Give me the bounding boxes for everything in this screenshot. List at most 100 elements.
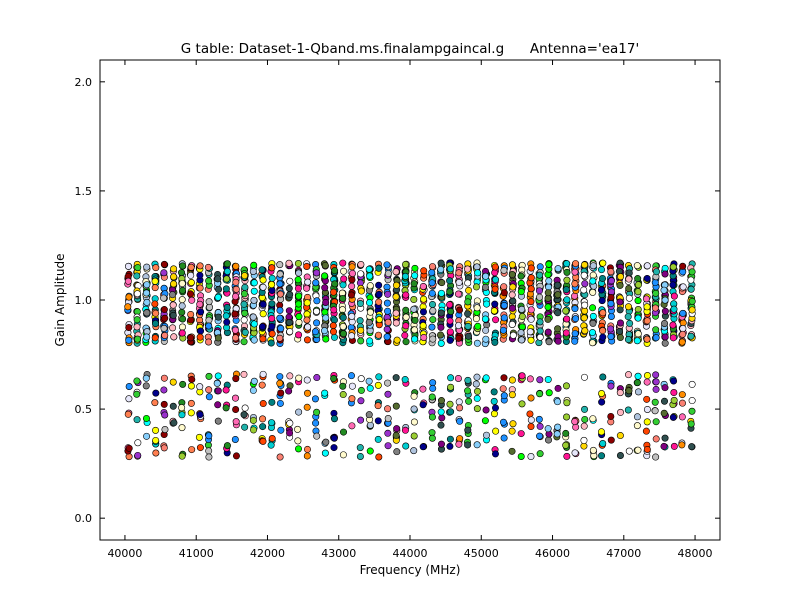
data-point xyxy=(411,316,419,324)
data-point xyxy=(321,272,329,280)
data-point xyxy=(625,371,633,379)
data-point xyxy=(464,441,472,449)
data-point xyxy=(491,300,499,308)
data-point xyxy=(205,298,213,306)
data-point xyxy=(196,333,204,341)
data-point xyxy=(187,310,195,318)
data-point xyxy=(446,277,454,285)
data-point xyxy=(133,316,141,324)
data-point xyxy=(187,399,195,407)
data-point xyxy=(374,331,382,339)
data-point xyxy=(240,300,248,308)
data-point xyxy=(473,339,481,347)
data-point xyxy=(607,325,615,333)
data-point xyxy=(581,405,589,413)
data-point xyxy=(214,275,222,283)
data-point xyxy=(169,311,177,319)
data-point xyxy=(285,307,293,315)
data-point xyxy=(508,427,516,435)
data-point xyxy=(634,372,642,380)
data-point xyxy=(490,388,498,396)
data-point xyxy=(429,335,437,343)
data-point xyxy=(392,309,400,317)
data-point xyxy=(348,395,356,403)
data-point xyxy=(179,262,187,270)
data-point xyxy=(170,419,178,427)
data-point xyxy=(356,317,364,325)
data-point xyxy=(581,261,589,269)
data-point xyxy=(598,297,606,305)
data-point xyxy=(634,275,642,283)
data-point xyxy=(562,382,570,390)
data-point xyxy=(384,405,392,413)
data-point xyxy=(482,374,490,382)
data-point xyxy=(491,263,499,271)
data-point xyxy=(554,291,562,299)
data-point xyxy=(482,431,490,439)
data-point xyxy=(491,450,499,458)
data-point xyxy=(473,263,481,271)
data-point xyxy=(679,325,687,333)
data-point xyxy=(250,296,258,304)
data-point xyxy=(563,268,571,276)
data-point xyxy=(178,404,186,412)
data-point xyxy=(544,425,552,433)
data-point xyxy=(348,332,356,340)
data-point xyxy=(214,387,222,395)
data-point xyxy=(357,270,365,278)
data-point xyxy=(446,288,454,296)
data-point xyxy=(670,396,678,404)
data-point xyxy=(178,296,186,304)
data-point xyxy=(178,424,186,432)
data-point xyxy=(250,320,258,328)
data-point xyxy=(339,451,347,459)
data-point xyxy=(571,449,579,457)
data-point xyxy=(366,308,374,316)
data-point xyxy=(178,329,186,337)
data-point xyxy=(464,298,472,306)
data-point xyxy=(465,286,473,294)
data-point xyxy=(187,263,195,271)
data-point xyxy=(320,327,328,335)
data-point xyxy=(205,393,213,401)
data-point xyxy=(652,268,660,276)
data-point xyxy=(642,295,650,303)
data-point xyxy=(490,410,498,418)
data-point xyxy=(598,390,606,398)
data-point xyxy=(616,432,624,440)
data-point xyxy=(625,269,633,277)
data-point xyxy=(509,283,517,291)
data-point xyxy=(303,262,311,270)
data-point xyxy=(625,285,633,293)
data-point xyxy=(152,309,160,317)
data-point xyxy=(295,269,303,277)
data-point xyxy=(509,331,517,339)
data-point xyxy=(491,269,499,277)
data-point xyxy=(339,323,347,331)
data-point xyxy=(170,273,178,281)
data-points xyxy=(124,259,696,461)
data-point xyxy=(482,272,490,280)
data-point xyxy=(401,376,409,384)
data-point xyxy=(563,399,571,407)
data-point xyxy=(339,391,347,399)
data-point xyxy=(553,281,561,289)
data-point xyxy=(517,329,525,337)
data-point xyxy=(437,309,445,317)
data-point xyxy=(170,333,178,341)
data-point xyxy=(617,273,625,281)
data-point xyxy=(143,432,151,440)
data-point xyxy=(562,441,570,449)
data-point xyxy=(303,452,311,460)
data-point xyxy=(580,422,588,430)
data-point xyxy=(554,384,562,392)
data-point xyxy=(410,305,418,313)
data-point xyxy=(661,307,669,315)
data-point xyxy=(643,303,651,311)
data-point xyxy=(553,398,561,406)
data-point xyxy=(563,260,571,268)
data-point xyxy=(365,265,373,273)
data-point xyxy=(152,426,160,434)
data-point xyxy=(357,287,365,295)
data-point xyxy=(624,313,632,321)
